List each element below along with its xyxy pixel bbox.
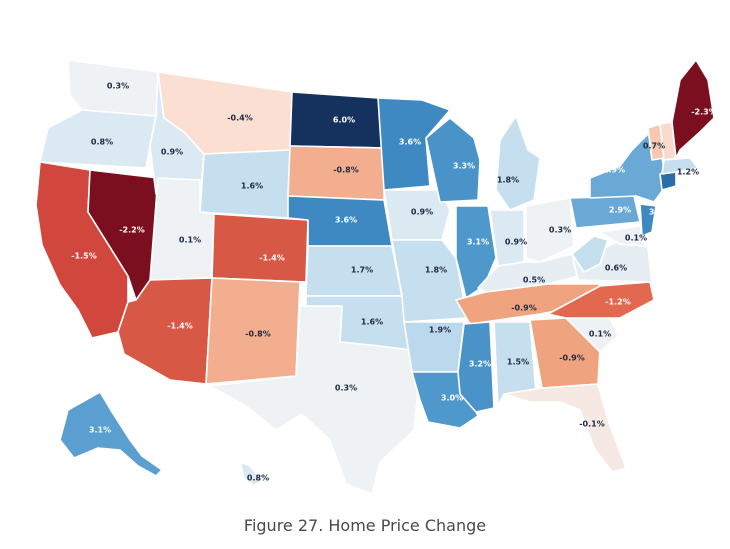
value-label-oregon: 0.8% xyxy=(91,138,113,147)
us-map: 0.3% 0.8% -1.5% -2.2% 0.9% -0.4% 1.6% 0.1% -1.4%… xyxy=(36,59,717,495)
state-michigan xyxy=(495,115,541,211)
value-label-nebraska: 3.6% xyxy=(335,216,357,225)
value-label-missouri: 1.8% xyxy=(425,266,447,275)
value-label-new-jersey: 3.7% xyxy=(649,208,671,217)
value-label-new-york: 2.9% xyxy=(603,166,625,175)
state-ohio xyxy=(525,197,575,263)
value-label-idaho: 0.9% xyxy=(161,148,183,157)
state-arizona xyxy=(117,277,213,385)
state-maine xyxy=(671,59,715,159)
state-new-jersey xyxy=(639,203,657,237)
value-label-virginia: 0.6% xyxy=(605,264,627,273)
value-label-utah: 0.1% xyxy=(179,236,201,245)
state-west-virginia xyxy=(571,235,609,273)
figure-caption: Figure 27. Home Price Change xyxy=(243,516,487,535)
choropleth-map: 0.3% 0.8% -1.5% -2.2% 0.9% -0.4% 1.6% 0.1% -1.4%… xyxy=(36,59,717,495)
value-label-kansas: 1.7% xyxy=(351,266,373,275)
value-label-iowa: 0.9% xyxy=(411,208,433,217)
state-missouri xyxy=(391,239,467,323)
value-label-new-mexico: -0.8% xyxy=(245,330,271,339)
state-north-carolina xyxy=(547,281,655,319)
state-florida xyxy=(503,383,627,473)
value-label-hawaii: 0.8% xyxy=(247,474,269,483)
state-hawaii xyxy=(239,461,263,487)
value-label-ohio: 0.3% xyxy=(549,226,571,235)
value-label-oklahoma: 1.6% xyxy=(361,318,383,327)
value-label-alaska: 3.1% xyxy=(89,426,111,435)
value-label-florida: -0.1% xyxy=(579,420,605,429)
value-label-maine: -2.3% xyxy=(691,108,717,117)
value-label-mississippi: 3.2% xyxy=(469,360,491,369)
value-label-alabama: 1.5% xyxy=(507,358,529,367)
value-label-vermont: 0.7% xyxy=(643,142,665,151)
value-label-washington: 0.3% xyxy=(107,82,129,91)
value-label-arkansas: 1.9% xyxy=(429,326,451,335)
state-mississippi xyxy=(457,321,495,413)
value-label-illinois: 3.1% xyxy=(467,238,489,247)
value-label-indiana: 0.9% xyxy=(505,238,527,247)
value-label-california: -1.5% xyxy=(71,252,97,261)
value-label-wisconsin: 3.3% xyxy=(453,162,475,171)
value-label-georgia: -0.9% xyxy=(559,354,585,363)
value-label-pennsylvania: 2.9% xyxy=(609,206,631,215)
value-label-south-dakota: -0.8% xyxy=(333,166,359,175)
value-label-north-carolina: -1.2% xyxy=(605,298,631,307)
value-label-massachusetts: 1.2% xyxy=(677,168,699,177)
state-massachusetts xyxy=(661,157,699,175)
value-label-kentucky: 0.5% xyxy=(523,276,545,285)
state-delaware-maryland xyxy=(599,225,645,247)
value-label-delaware-maryland: 0.1% xyxy=(625,234,647,243)
value-label-north-dakota: 6.0% xyxy=(333,116,355,125)
value-label-texas: 0.3% xyxy=(335,384,357,393)
state-iowa xyxy=(383,189,451,241)
value-label-tennessee: -0.9% xyxy=(511,304,537,313)
value-label-minnesota: 3.6% xyxy=(399,138,421,147)
value-label-louisiana: 3.0% xyxy=(441,394,463,403)
state-alaska xyxy=(59,391,163,477)
value-label-south-carolina: 0.1% xyxy=(589,330,611,339)
value-label-nevada: -2.2% xyxy=(119,226,145,235)
value-label-michigan: 1.8% xyxy=(497,176,519,185)
value-label-arizona: -1.4% xyxy=(167,322,193,331)
value-label-montana: -0.4% xyxy=(227,114,253,123)
state-colorado xyxy=(211,213,309,283)
value-label-colorado: -1.4% xyxy=(259,254,285,263)
state-texas xyxy=(209,305,421,495)
value-label-wyoming: 1.6% xyxy=(241,182,263,191)
state-wisconsin xyxy=(425,117,481,203)
